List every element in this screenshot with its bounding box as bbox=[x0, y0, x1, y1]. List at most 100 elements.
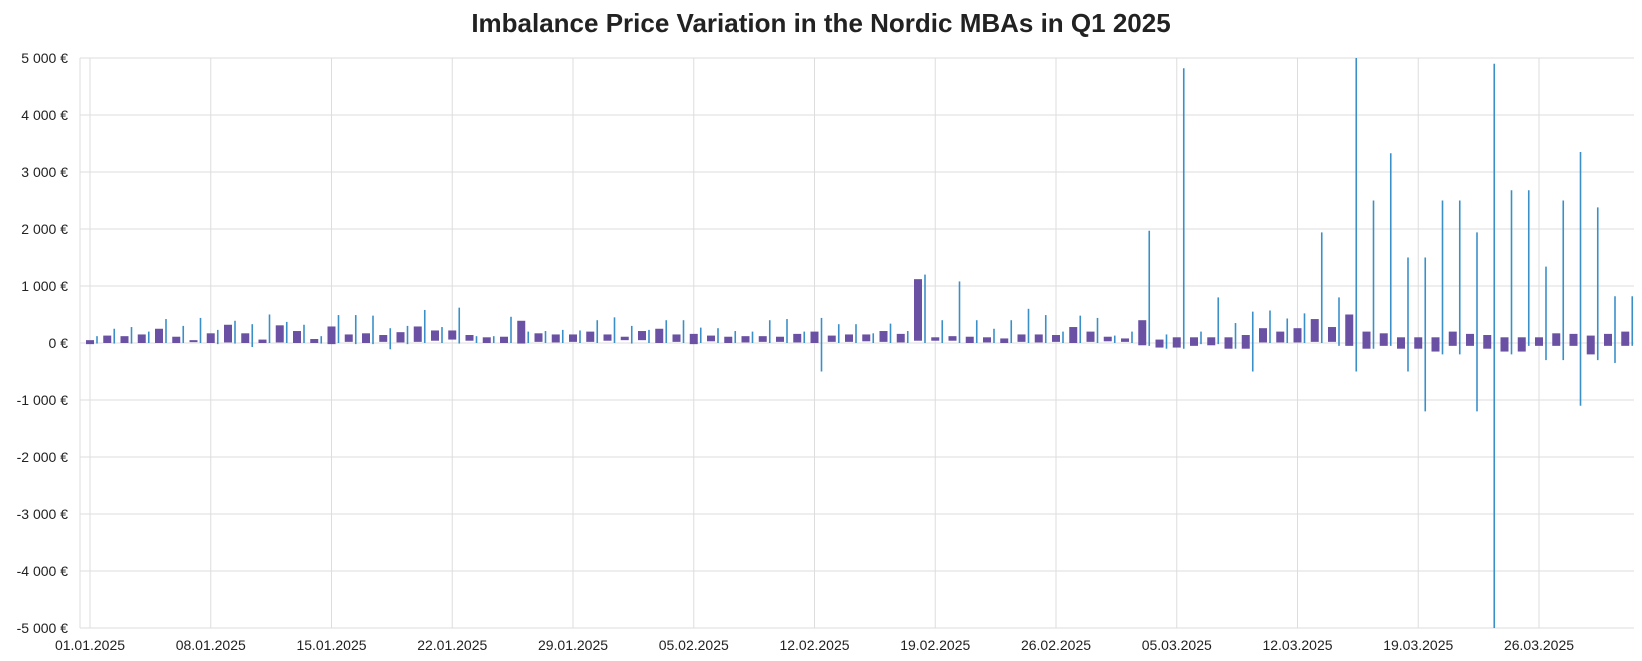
x-tick-label: 05.03.2025 bbox=[1142, 637, 1212, 653]
candle-box bbox=[224, 324, 232, 343]
candle-box bbox=[931, 337, 940, 341]
y-tick-label: 1 000 € bbox=[21, 278, 68, 294]
candle-box bbox=[1448, 331, 1457, 346]
y-axis: -5 000 € -4 000 € -3 000 € -2 000 € -1 000 €… bbox=[17, 50, 69, 636]
candle-box bbox=[1621, 331, 1630, 346]
candle-box bbox=[1586, 335, 1595, 355]
candle-box bbox=[1517, 337, 1526, 352]
candle-box bbox=[1397, 337, 1405, 349]
candle-box bbox=[586, 331, 595, 342]
candle-box bbox=[189, 340, 198, 343]
y-tick-label: 4 000 € bbox=[21, 107, 68, 123]
candle-box bbox=[1069, 327, 1078, 343]
x-tick-label: 22.01.2025 bbox=[417, 637, 487, 653]
candle-box bbox=[465, 335, 474, 341]
candle-box bbox=[1259, 328, 1267, 343]
whisker-layer bbox=[96, 58, 1634, 628]
candle-box bbox=[914, 279, 922, 341]
y-tick-label: 2 000 € bbox=[21, 221, 68, 237]
candle-box bbox=[1345, 314, 1354, 346]
candle-box bbox=[896, 333, 905, 343]
candle-box bbox=[983, 337, 991, 343]
candle-box bbox=[448, 330, 457, 340]
candle-box bbox=[724, 336, 733, 343]
candle-box bbox=[776, 336, 784, 342]
candle-box bbox=[379, 335, 388, 342]
x-tick-label: 19.03.2025 bbox=[1383, 637, 1453, 653]
candle-box bbox=[1569, 333, 1578, 346]
candle-box bbox=[500, 336, 508, 343]
candle-box bbox=[241, 333, 250, 343]
candle-box bbox=[1172, 337, 1181, 348]
candle-box bbox=[672, 334, 681, 342]
candle-box bbox=[482, 337, 491, 343]
candle-box bbox=[1241, 335, 1250, 349]
candle-box bbox=[1155, 339, 1164, 348]
candle-box bbox=[948, 336, 957, 341]
candle-box bbox=[86, 340, 94, 345]
candle-box bbox=[310, 339, 319, 343]
x-tick-label: 26.03.2025 bbox=[1504, 637, 1574, 653]
candle-box bbox=[862, 334, 871, 342]
candle-box bbox=[689, 333, 698, 345]
y-tick-label: 0 € bbox=[49, 335, 69, 351]
y-tick-label: -3 000 € bbox=[17, 506, 69, 522]
candle-box bbox=[293, 331, 301, 343]
x-tick-label: 19.02.2025 bbox=[900, 637, 970, 653]
candle-box bbox=[1034, 334, 1043, 343]
candle-box bbox=[1328, 327, 1336, 342]
x-tick-label: 01.01.2025 bbox=[55, 637, 125, 653]
candle-box bbox=[707, 335, 715, 342]
x-tick-label: 12.03.2025 bbox=[1262, 637, 1332, 653]
candle-box bbox=[827, 335, 836, 342]
candle-box bbox=[638, 331, 646, 341]
candle-box bbox=[1379, 333, 1388, 346]
candle-box bbox=[793, 333, 802, 343]
candle-box bbox=[362, 333, 370, 343]
candle-box bbox=[1310, 319, 1319, 342]
candle-box bbox=[1121, 338, 1129, 342]
candle-box bbox=[1190, 337, 1198, 346]
x-tick-label: 26.02.2025 bbox=[1021, 637, 1091, 653]
grid-layer bbox=[79, 57, 1634, 629]
y-tick-label: 5 000 € bbox=[21, 50, 68, 66]
candle-box bbox=[103, 335, 112, 343]
candle-box bbox=[965, 336, 974, 343]
y-tick-label: 3 000 € bbox=[21, 164, 68, 180]
candle-box bbox=[569, 334, 577, 342]
candle-box bbox=[879, 331, 888, 342]
candle-box bbox=[1276, 331, 1285, 343]
candle-box bbox=[1207, 337, 1216, 346]
candle-box bbox=[1414, 337, 1423, 349]
candle-box bbox=[1103, 336, 1112, 342]
candle-box bbox=[137, 334, 146, 343]
candle-box bbox=[603, 334, 612, 341]
y-tick-label: -1 000 € bbox=[17, 392, 69, 408]
candle-box bbox=[741, 336, 750, 343]
candle-box bbox=[1552, 333, 1561, 346]
candle-box bbox=[1138, 320, 1147, 346]
candle-box bbox=[1604, 333, 1612, 346]
x-tick-label: 05.02.2025 bbox=[659, 637, 729, 653]
candle-box bbox=[1500, 337, 1509, 352]
candle-box bbox=[155, 328, 163, 343]
candle-box bbox=[534, 333, 543, 342]
x-tick-label: 15.01.2025 bbox=[296, 637, 366, 653]
candle-box bbox=[206, 333, 215, 343]
candle-box bbox=[1224, 337, 1233, 349]
candle-box bbox=[1086, 331, 1095, 342]
candle-box bbox=[258, 339, 267, 343]
candle-box bbox=[327, 326, 336, 345]
y-tick-label: -2 000 € bbox=[17, 449, 69, 465]
candle-box bbox=[1052, 335, 1060, 342]
candle-box bbox=[758, 336, 767, 342]
candle-box bbox=[810, 331, 819, 343]
box-layer bbox=[86, 279, 1630, 355]
y-tick-label: -4 000 € bbox=[17, 563, 69, 579]
candle-box bbox=[1017, 334, 1026, 342]
candle-box bbox=[413, 326, 422, 342]
x-tick-label: 12.02.2025 bbox=[779, 637, 849, 653]
x-tick-label: 29.01.2025 bbox=[538, 637, 608, 653]
candle-box bbox=[1293, 328, 1302, 343]
